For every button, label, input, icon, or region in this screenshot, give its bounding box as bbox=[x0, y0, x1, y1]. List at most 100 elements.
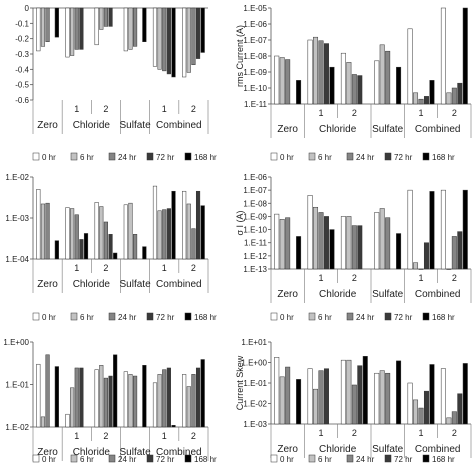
legend-swatch bbox=[184, 152, 192, 161]
legend-swatch bbox=[384, 152, 392, 161]
y-tick-label: -0.3 bbox=[15, 50, 29, 59]
bar-g5-s1 bbox=[152, 185, 158, 260]
bar-g4-s2 bbox=[128, 7, 133, 50]
bar-g5-s4 bbox=[166, 208, 171, 260]
y-tick-label: 1.E-09 bbox=[243, 212, 267, 221]
legend-swatch bbox=[108, 454, 116, 463]
chart-4: 1.E-06 1.E-07 1.E-08 1.E-09 1.E-10 1.E-11 1.E-… bbox=[235, 173, 472, 322]
bar-g3-s2 bbox=[99, 365, 104, 428]
y-axis-label: Current Skew bbox=[235, 355, 245, 410]
legend-label: 168 hr bbox=[194, 153, 217, 162]
chart-6: 1.E+01 1.E+00 1.E-01 1.E-02 1.E-03 Current Sk… bbox=[235, 338, 472, 464]
x-group-label: Sulfate bbox=[120, 279, 152, 290]
legend-label: 6 hr bbox=[80, 313, 94, 322]
bar-g3-s5 bbox=[362, 356, 368, 425]
bar-g5-s3 bbox=[418, 407, 424, 425]
legend-label: 0 hr bbox=[280, 455, 294, 464]
bar-g4-s3 bbox=[385, 372, 391, 425]
legend-swatch bbox=[146, 152, 154, 161]
bar-g3-s1 bbox=[94, 7, 99, 46]
y-tick-label: 1.E-03 bbox=[243, 420, 267, 429]
legend: 0 hr 6 hr 24 hr 72 hr 168 hr bbox=[270, 312, 455, 322]
bar-g1-s5 bbox=[54, 240, 59, 260]
bar-g1-s5 bbox=[296, 80, 302, 105]
bar-g5-s4 bbox=[423, 390, 429, 425]
y-tick-label: 1.E-05 bbox=[243, 4, 267, 13]
bar-g1-s1 bbox=[36, 7, 41, 52]
bar-g5-s2 bbox=[413, 262, 419, 270]
bar-g6-s5 bbox=[200, 205, 205, 260]
bar-g2-s4 bbox=[79, 367, 84, 428]
bar-g1-s2 bbox=[279, 376, 285, 425]
bar-g5-s2 bbox=[413, 92, 419, 105]
bar-g4-s2 bbox=[379, 208, 385, 270]
x-group-label: Zero bbox=[37, 120, 58, 131]
y-tick-label: -0.6 bbox=[15, 96, 29, 105]
bar-g3-s3 bbox=[351, 384, 357, 425]
legend-label: 24 hr bbox=[118, 153, 137, 162]
bar-g2-s5 bbox=[329, 66, 335, 105]
x-subgroup-label: 2 bbox=[103, 263, 108, 273]
bar-g6-s1 bbox=[440, 7, 446, 105]
bar-g5-s4 bbox=[423, 242, 429, 270]
bar-g6-s2 bbox=[186, 203, 191, 260]
legend-swatch bbox=[346, 454, 354, 463]
legend-swatch bbox=[184, 312, 192, 321]
legend-label: 72 hr bbox=[394, 455, 413, 464]
bar-g2-s3 bbox=[74, 214, 79, 260]
x-subgroup-label: 1 bbox=[418, 108, 423, 118]
bar-g3-s4 bbox=[108, 375, 113, 428]
bar-g4-s2 bbox=[128, 374, 133, 428]
bar-g1-s1 bbox=[274, 55, 280, 105]
bar-g1-s2 bbox=[279, 57, 285, 105]
bar-g3-s5 bbox=[113, 354, 118, 428]
bar-g4-s1 bbox=[123, 204, 128, 260]
bar-g2-s4 bbox=[79, 7, 84, 50]
x-subgroup-label: 2 bbox=[103, 104, 108, 114]
bar-g2-s5 bbox=[329, 229, 335, 270]
bar-g5-s5 bbox=[429, 191, 435, 270]
bar-g2-s2 bbox=[313, 388, 319, 425]
bar-g5-s2 bbox=[157, 374, 162, 428]
bar-g5-s3 bbox=[418, 268, 424, 270]
x-subgroup-label: 1 bbox=[74, 431, 79, 441]
bar-g5-s1 bbox=[407, 189, 413, 270]
x-group-label: Sulfate bbox=[120, 447, 152, 458]
bar-g6-s1 bbox=[182, 190, 187, 260]
bar-g1-s3 bbox=[285, 366, 291, 425]
legend-swatch bbox=[184, 454, 192, 463]
bar-g1-s5 bbox=[296, 379, 302, 425]
bar-g2-s1 bbox=[307, 195, 313, 270]
legend: 0 hr 6 hr 24 hr 72 hr 168 hr bbox=[32, 312, 217, 322]
bar-g3-s4 bbox=[357, 75, 363, 105]
bar-g3-s3 bbox=[351, 74, 357, 105]
x-group-label: Chloride bbox=[73, 279, 111, 290]
legend-label: 0 hr bbox=[280, 313, 294, 322]
x-subgroup-label: 1 bbox=[162, 104, 167, 114]
bar-g1-s1 bbox=[274, 213, 280, 270]
legend-label: 6 hr bbox=[80, 153, 94, 162]
y-tick-label: 1.E-08 bbox=[243, 52, 267, 61]
x-group-label: Combined bbox=[156, 279, 202, 290]
y-tick-label: 1.E-11 bbox=[244, 239, 268, 248]
legend-label: 0 hr bbox=[42, 313, 56, 322]
bar-g1-s3 bbox=[285, 217, 291, 270]
bar-g1-s3 bbox=[45, 202, 50, 260]
bar-g6-s3 bbox=[451, 236, 457, 270]
bar-g3-s2 bbox=[346, 62, 352, 105]
y-tick-label: 1.E-10 bbox=[243, 226, 267, 235]
legend-label: 24 hr bbox=[118, 313, 137, 322]
bar-g3-s5 bbox=[113, 252, 118, 260]
x-subgroup-label: 1 bbox=[318, 108, 323, 118]
bar-g1-s1 bbox=[36, 363, 41, 428]
y-tick-label: 1.E+01 bbox=[241, 338, 267, 347]
x-group-label: Combined bbox=[415, 289, 461, 300]
bar-g6-s4 bbox=[457, 231, 463, 270]
x-group-label: Zero bbox=[277, 124, 298, 135]
bar-g3-s4 bbox=[357, 365, 363, 425]
bar-g3-s2 bbox=[346, 359, 352, 425]
legend-swatch bbox=[108, 152, 116, 161]
x-subgroup-label: 2 bbox=[452, 108, 457, 118]
bar-g4-s2 bbox=[128, 202, 133, 260]
